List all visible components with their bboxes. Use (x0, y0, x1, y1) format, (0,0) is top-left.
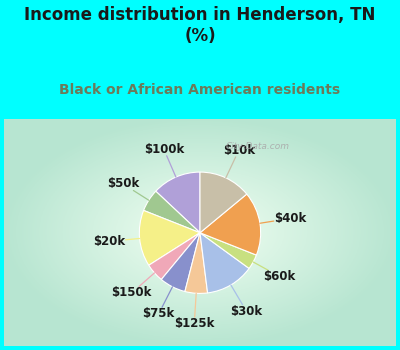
Text: $100k: $100k (144, 143, 184, 177)
Text: Black or African American residents: Black or African American residents (60, 83, 340, 97)
Wedge shape (200, 233, 256, 268)
Wedge shape (185, 233, 208, 293)
Wedge shape (200, 233, 249, 293)
Wedge shape (144, 191, 200, 233)
Wedge shape (139, 210, 200, 265)
Text: $10k: $10k (223, 144, 255, 178)
Wedge shape (200, 194, 261, 255)
Text: Income distribution in Henderson, TN
(%): Income distribution in Henderson, TN (%) (24, 6, 376, 45)
Text: $50k: $50k (107, 177, 149, 200)
Text: $40k: $40k (260, 212, 306, 225)
Text: $30k: $30k (230, 285, 262, 317)
Text: City-Data.com: City-Data.com (226, 142, 290, 151)
Text: $150k: $150k (112, 273, 154, 300)
Wedge shape (161, 233, 200, 292)
Wedge shape (156, 172, 200, 233)
Wedge shape (200, 172, 247, 233)
Text: $125k: $125k (174, 293, 214, 330)
Text: $60k: $60k (253, 262, 296, 283)
Text: $20k: $20k (93, 235, 140, 248)
Wedge shape (149, 233, 200, 280)
Text: $75k: $75k (142, 287, 175, 320)
